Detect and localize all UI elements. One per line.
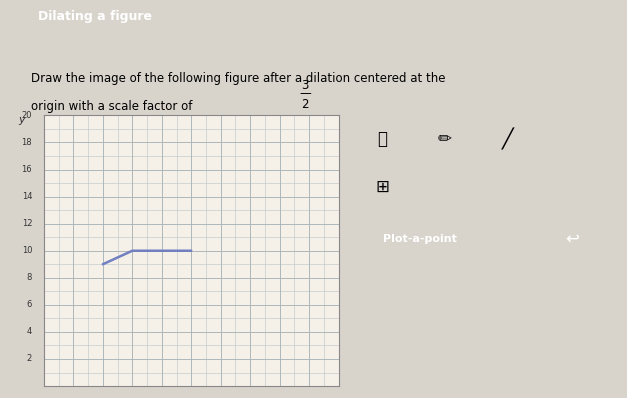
Text: 16: 16 [21,165,32,174]
Text: Dilating a figure: Dilating a figure [38,10,152,23]
Text: Draw the image of the following figure after a dilation centered at the: Draw the image of the following figure a… [31,72,445,86]
Text: ✏️: ✏️ [438,130,452,148]
Text: 20: 20 [21,111,32,120]
Text: 2: 2 [27,355,32,363]
Text: 4: 4 [27,328,32,336]
Text: 10: 10 [21,246,32,255]
Text: 6: 6 [27,300,32,309]
Text: Plot-a-point: Plot-a-point [383,234,457,244]
Text: —: — [299,87,311,100]
Text: origin with a scale factor of: origin with a scale factor of [31,100,192,113]
Text: 3: 3 [301,79,308,92]
Text: 8: 8 [27,273,32,282]
Text: 14: 14 [21,192,32,201]
Text: 🧹: 🧹 [377,130,387,148]
Text: ╱: ╱ [502,128,514,150]
Text: x: x [332,397,339,398]
Text: 18: 18 [21,138,32,147]
Text: ↩: ↩ [565,230,579,248]
Text: 12: 12 [21,219,32,228]
Text: y: y [18,115,25,125]
Text: 2: 2 [301,98,308,111]
Text: ⊞: ⊞ [376,178,389,196]
